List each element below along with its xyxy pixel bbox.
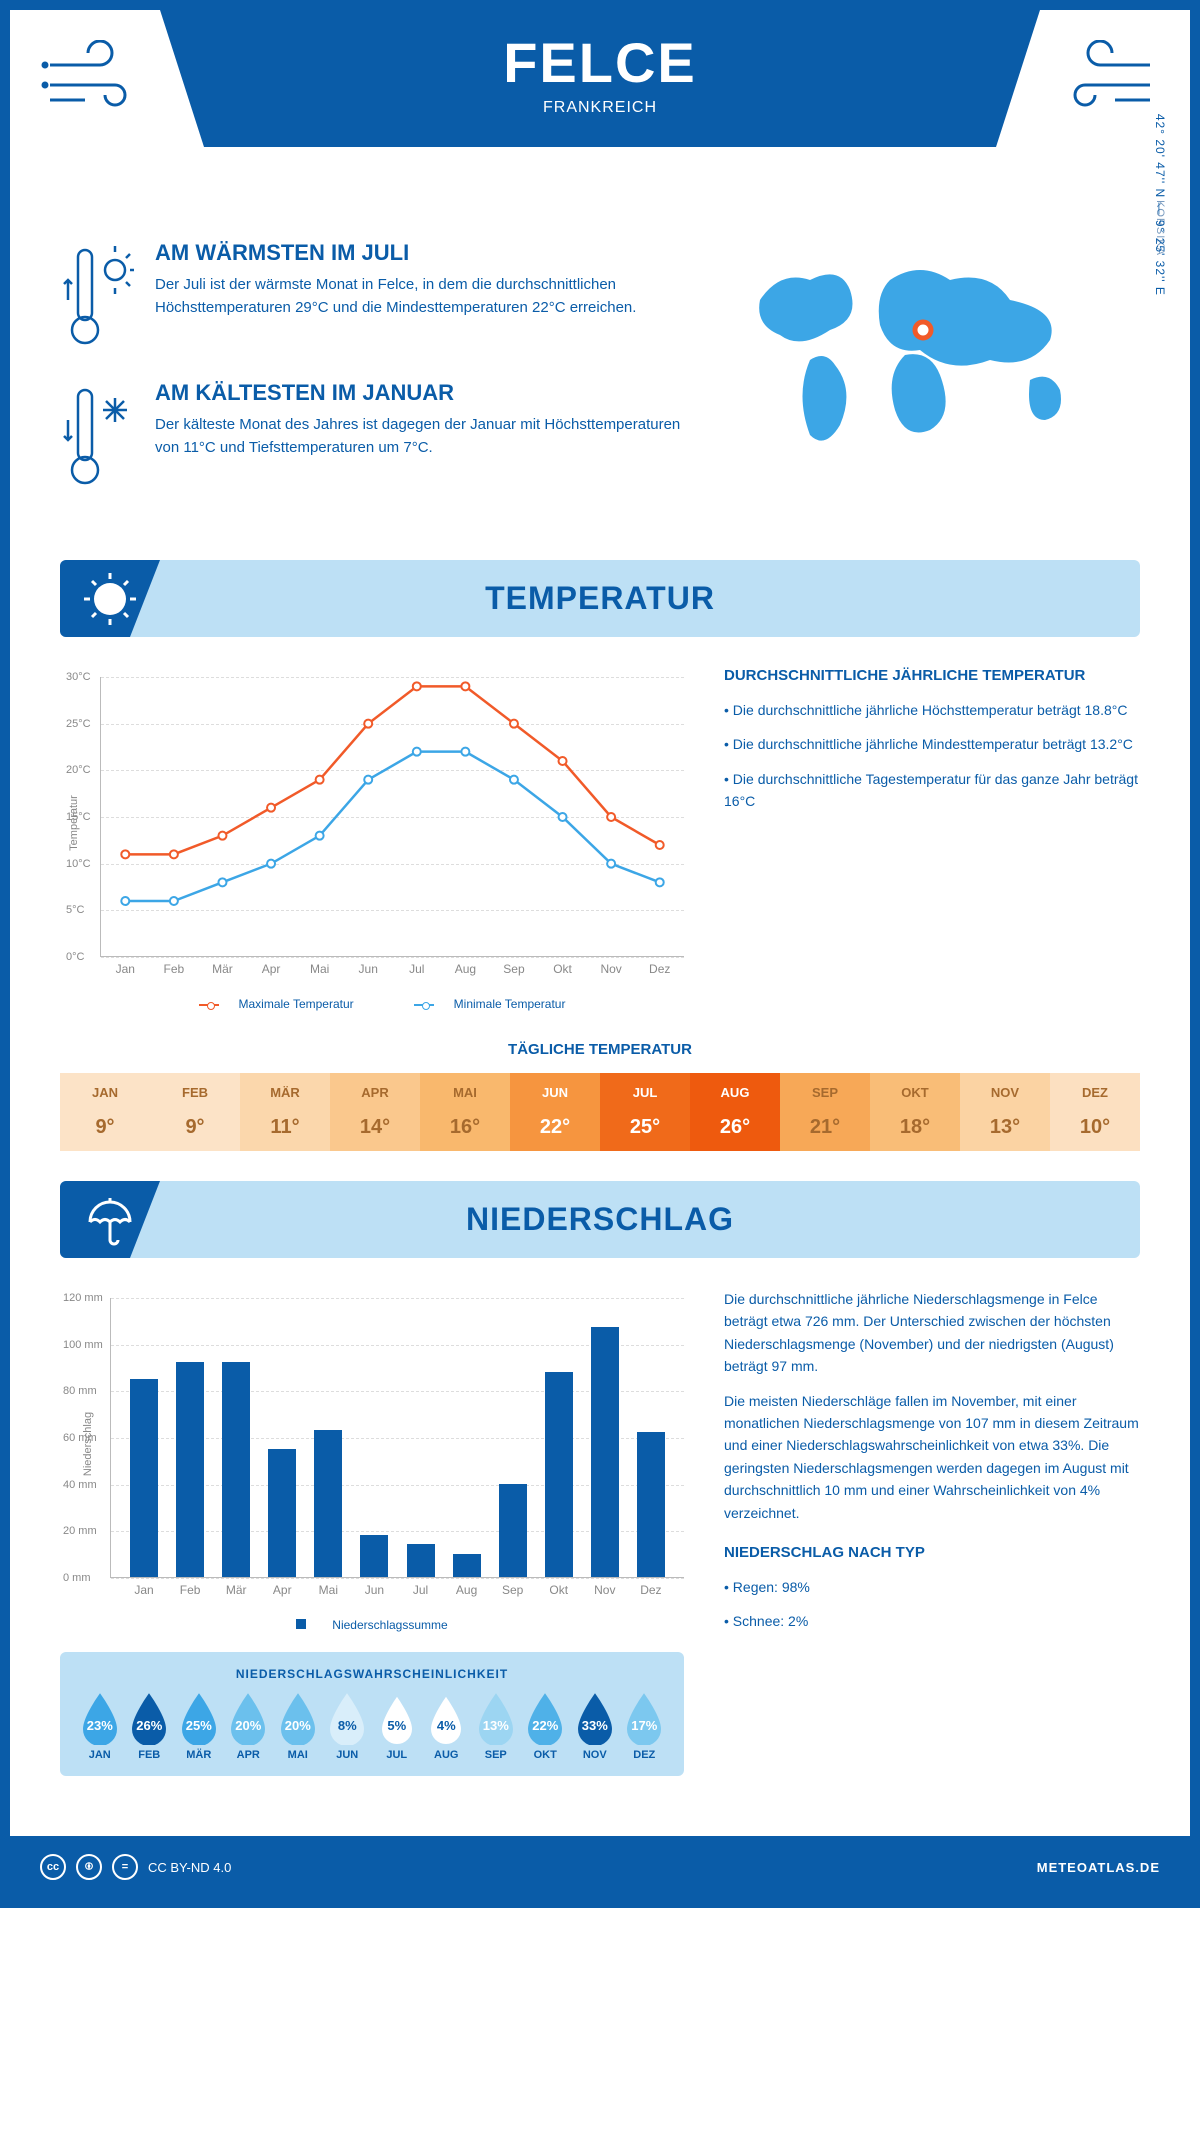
daily-temp-table: JAN9°FEB9°MÄR11°APR14°MAI16°JUN22°JUL25°… (60, 1073, 1140, 1151)
section-header-precipitation: NIEDERSCHLAG (60, 1181, 1140, 1258)
warm-summary: AM WÄRMSTEN IM JULI Der Juli ist der wär… (60, 240, 700, 350)
temp-bullet: • Die durchschnittliche jährliche Mindes… (724, 733, 1140, 755)
cold-summary: AM KÄLTESTEN IM JANUAR Der kälteste Mona… (60, 380, 700, 490)
precip-type-title: NIEDERSCHLAG NACH TYP (724, 1544, 1140, 1561)
bar: Jul (407, 1544, 435, 1577)
temp-text-title: DURCHSCHNITTLICHE JÄHRLICHE TEMPERATUR (724, 667, 1140, 684)
cold-text: Der kälteste Monat des Jahres ist dagege… (155, 414, 700, 459)
prob-drop: 4%AUG (425, 1693, 467, 1761)
cold-title: AM KÄLTESTEN IM JANUAR (155, 380, 700, 406)
daily-temp-cell: APR14° (330, 1073, 420, 1151)
wind-icon (40, 40, 150, 120)
daily-temp-title: TÄGLICHE TEMPERATUR (60, 1041, 1140, 1058)
prob-drop: 13%SEP (475, 1693, 517, 1761)
daily-temp-cell: JAN9° (60, 1073, 150, 1151)
prob-drop: 20%APR (227, 1693, 269, 1761)
prob-drop: 33%NOV (574, 1693, 616, 1761)
page-title: FELCE (160, 30, 1040, 95)
section-header-temperature: TEMPERATUR (60, 560, 1140, 637)
precip-text-2: Die meisten Niederschläge fallen im Nove… (724, 1390, 1140, 1524)
daily-temp-cell: MÄR11° (240, 1073, 330, 1151)
umbrella-icon (60, 1181, 160, 1258)
precipitation-bar-chart: Niederschlag 0 mm20 mm40 mm60 mm80 mm100… (110, 1298, 684, 1578)
chart-legend: Niederschlagssumme (60, 1618, 684, 1632)
daily-temp-cell: NOV13° (960, 1073, 1050, 1151)
warm-title: AM WÄRMSTEN IM JULI (155, 240, 700, 266)
temp-bullet: • Die durchschnittliche jährliche Höchst… (724, 699, 1140, 721)
page-subtitle: FRANKREICH (160, 99, 1040, 117)
nd-icon: = (112, 1854, 138, 1880)
prob-drop: 22%OKT (524, 1693, 566, 1761)
prob-title: NIEDERSCHLAGSWAHRSCHEINLICHKEIT (75, 1667, 669, 1681)
temperature-heading: TEMPERATUR (80, 580, 1120, 617)
bar: Mai (314, 1430, 342, 1577)
daily-temp-cell: OKT18° (870, 1073, 960, 1151)
precipitation-heading: NIEDERSCHLAG (80, 1201, 1120, 1238)
prob-drop: 26%FEB (128, 1693, 170, 1761)
daily-temp-cell: SEP21° (780, 1073, 870, 1151)
precipitation-probability: NIEDERSCHLAGSWAHRSCHEINLICHKEIT 23%JAN26… (60, 1652, 684, 1776)
daily-temp-cell: DEZ10° (1050, 1073, 1140, 1151)
bar: Jan (130, 1379, 158, 1577)
temperature-line-chart: Temperatur 0°C5°C10°C15°C20°C25°C30°CJan… (100, 677, 684, 957)
bar: Nov (591, 1327, 619, 1577)
header: FELCE FRANKREICH (10, 10, 1190, 210)
cc-icon: cc (40, 1854, 66, 1880)
thermometer-sun-icon (60, 240, 135, 350)
sun-icon (60, 560, 160, 637)
daily-temp-cell: JUN22° (510, 1073, 600, 1151)
legend-item: Maximale Temperatur (179, 997, 354, 1011)
bar: Sep (499, 1484, 527, 1577)
bar: Mär (222, 1362, 250, 1577)
bar: Aug (453, 1554, 481, 1577)
prob-drop: 20%MAI (277, 1693, 319, 1761)
precip-text-1: Die durchschnittliche jährliche Niedersc… (724, 1288, 1140, 1378)
legend-label: Niederschlagssumme (332, 1618, 447, 1632)
license-label: CC BY-ND 4.0 (148, 1860, 231, 1875)
precip-type-item: • Schnee: 2% (724, 1610, 1140, 1632)
prob-drop: 17%DEZ (623, 1693, 665, 1761)
daily-temp-cell: AUG26° (690, 1073, 780, 1151)
thermometer-snow-icon (60, 380, 135, 490)
bar: Feb (176, 1362, 204, 1577)
prob-drop: 25%MÄR (178, 1693, 220, 1761)
coordinates: 42° 20' 47'' N — 9° 25' 32'' E (1153, 114, 1167, 296)
bar: Apr (268, 1449, 296, 1577)
daily-temp-cell: FEB9° (150, 1073, 240, 1151)
world-map: KORSIKA 42° 20' 47'' N — 9° 25' 32'' E (740, 240, 1140, 520)
title-banner: FELCE FRANKREICH (160, 10, 1040, 147)
prob-drop: 23%JAN (79, 1693, 121, 1761)
warm-text: Der Juli ist der wärmste Monat in Felce,… (155, 274, 700, 319)
prob-drop: 8%JUN (326, 1693, 368, 1761)
bar: Okt (545, 1372, 573, 1577)
footer: cc 🅯 = CC BY-ND 4.0 METEOATLAS.DE (10, 1836, 1190, 1898)
daily-temp-cell: MAI16° (420, 1073, 510, 1151)
prob-drop: 5%JUL (376, 1693, 418, 1761)
temp-bullet: • Die durchschnittliche Tagestemperatur … (724, 768, 1140, 813)
site-name: METEOATLAS.DE (1037, 1860, 1160, 1875)
daily-temp-cell: JUL25° (600, 1073, 690, 1151)
chart-legend: Maximale Temperatur Minimale Temperatur (60, 997, 684, 1011)
wind-icon (1050, 40, 1160, 120)
legend-item: Minimale Temperatur (394, 997, 566, 1011)
bar: Dez (637, 1432, 665, 1577)
bar: Jun (360, 1535, 388, 1577)
precip-type-item: • Regen: 98% (724, 1576, 1140, 1598)
by-icon: 🅯 (76, 1854, 102, 1880)
